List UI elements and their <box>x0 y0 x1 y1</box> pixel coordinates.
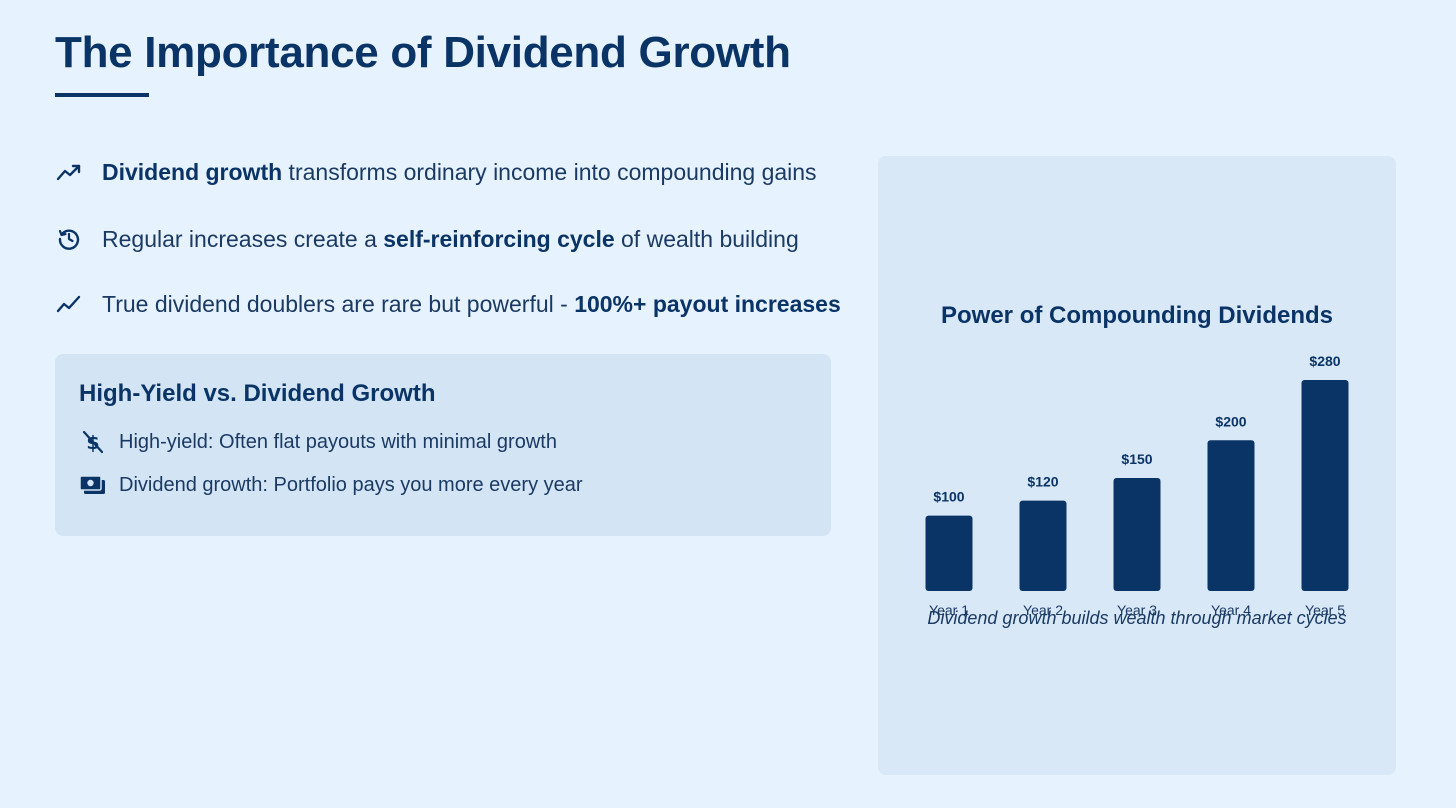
comparison-item-dividend-growth: Dividend growth: Portfolio pays you more… <box>79 473 583 497</box>
clock-rotate-icon <box>55 225 83 253</box>
data-label-4: $200 <box>1215 413 1246 429</box>
data-label-3: $150 <box>1121 451 1152 467</box>
comparison-item-high-yield: $ High-yield: Often flat payouts with mi… <box>79 430 557 454</box>
chart-card: Power of Compounding Dividends $100 Year … <box>878 156 1396 775</box>
bar-3 <box>1113 477 1161 591</box>
comparison-item-text: High-yield: Often flat payouts with mini… <box>119 430 557 453</box>
bullet-dividend-growth: Dividend growth transforms ordinary inco… <box>55 158 817 186</box>
comparison-card: High-Yield vs. Dividend Growth $ High-yi… <box>55 354 831 536</box>
bullet-cycle: Regular increases create a self-reinforc… <box>55 225 799 253</box>
bullet-text: True dividend doublers are rare but powe… <box>102 290 841 317</box>
bar-chart: $100 Year 1 $120 Year 2 $150 Year 3 $200 Year 4… <box>925 353 1349 618</box>
x-tick-label-2: Year 2 <box>1023 602 1063 618</box>
x-tick-label-4: Year 4 <box>1211 602 1251 618</box>
data-label-1: $100 <box>933 489 964 505</box>
x-tick-label-3: Year 3 <box>1117 602 1157 618</box>
money-bill-icon <box>79 473 107 497</box>
dollar-crossed-icon: $ <box>79 430 107 454</box>
bar-5 <box>1301 380 1349 591</box>
chart-line-icon <box>55 290 83 318</box>
page-title: The Importance of Dividend Growth <box>55 28 791 77</box>
chart-caption: Dividend growth builds wealth through ma… <box>927 608 1347 628</box>
bullet-text: Dividend growth transforms ordinary inco… <box>102 158 817 185</box>
bar-2 <box>1019 500 1067 591</box>
bullet-doublers: True dividend doublers are rare but powe… <box>55 290 841 318</box>
data-label-2: $120 <box>1027 474 1058 490</box>
comparison-item-text: Dividend growth: Portfolio pays you more… <box>119 473 583 496</box>
comparison-title: High-Yield vs. Dividend Growth <box>79 380 436 407</box>
bar-1 <box>925 515 973 591</box>
x-tick-label-1: Year 1 <box>929 602 969 618</box>
bullet-text: Regular increases create a self-reinforc… <box>102 225 799 252</box>
trending-up-icon <box>55 158 83 186</box>
data-label-5: $280 <box>1309 353 1340 369</box>
chart-title: Power of Compounding Dividends <box>941 302 1333 329</box>
x-tick-label-5: Year 5 <box>1305 602 1345 618</box>
title-underline <box>55 93 149 97</box>
bar-4 <box>1207 440 1255 591</box>
